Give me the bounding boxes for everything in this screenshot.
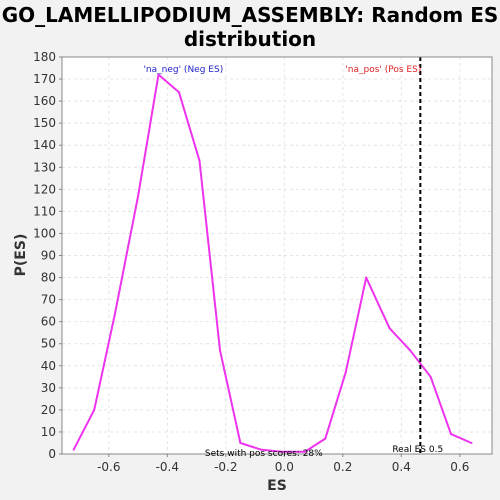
- x-tick-label: -0.2: [214, 460, 237, 474]
- x-tick-label: 0.6: [450, 460, 469, 474]
- y-tick-label: 110: [33, 204, 56, 218]
- data-point: [430, 376, 432, 378]
- y-tick-label: 130: [33, 160, 56, 174]
- data-point: [198, 160, 200, 162]
- y-tick-label: 80: [41, 271, 56, 285]
- annotation-label: 'na_pos' (Pos ES): [345, 65, 421, 75]
- data-point: [239, 442, 241, 444]
- chart-title-line-2: distribution: [184, 27, 316, 51]
- y-tick-label: 0: [48, 447, 56, 461]
- y-tick-label: 20: [41, 403, 56, 417]
- annotation-label: 'na_neg' (Neg ES): [143, 65, 223, 75]
- y-tick-label: 40: [41, 359, 56, 373]
- data-point: [93, 409, 95, 411]
- x-tick-label: -0.6: [97, 460, 120, 474]
- y-tick-label: 30: [41, 381, 56, 395]
- y-tick-label: 120: [33, 182, 56, 196]
- x-tick-label: -0.4: [156, 460, 179, 474]
- y-tick-label: 50: [41, 337, 56, 351]
- y-tick-label: 160: [33, 94, 56, 108]
- data-point: [178, 91, 180, 93]
- y-tick-label: 100: [33, 226, 56, 240]
- data-point: [137, 195, 139, 197]
- x-tick-label: 0.2: [333, 460, 352, 474]
- annotation-label: Sets with pos scores: 28%: [205, 449, 323, 459]
- y-tick-label: 10: [41, 425, 56, 439]
- data-point: [345, 371, 347, 373]
- y-axis-label: P(ES): [13, 234, 29, 277]
- data-point: [324, 438, 326, 440]
- data-point: [389, 327, 391, 329]
- x-tick-label: 0.0: [275, 460, 294, 474]
- y-tick-label: 140: [33, 138, 56, 152]
- y-tick-label: 170: [33, 72, 56, 86]
- y-tick-label: 70: [41, 293, 56, 307]
- data-point: [409, 349, 411, 351]
- chart-title-line-1: GO_LAMELLIPODIUM_ASSEMBLY: Random ES: [2, 3, 499, 27]
- y-tick-label: 90: [41, 249, 56, 263]
- x-axis-label: ES: [267, 478, 287, 494]
- y-tick-label: 60: [41, 315, 56, 329]
- data-point: [450, 433, 452, 435]
- x-tick-label: 0.4: [392, 460, 411, 474]
- data-point: [365, 277, 367, 279]
- data-point: [471, 442, 473, 444]
- y-tick-label: 150: [33, 116, 56, 130]
- y-tick-label: 180: [33, 50, 56, 64]
- data-point: [114, 314, 116, 316]
- data-point: [219, 349, 221, 351]
- data-point: [73, 449, 75, 451]
